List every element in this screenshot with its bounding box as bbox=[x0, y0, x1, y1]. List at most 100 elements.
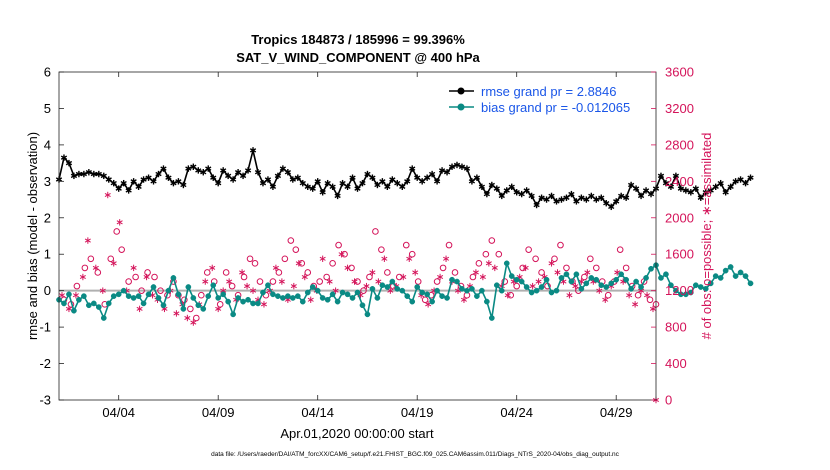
asterisk-stroke bbox=[220, 288, 227, 293]
rmse-point-stroke bbox=[90, 171, 97, 177]
obs-possible-point bbox=[451, 269, 459, 276]
obs-assimilated-point bbox=[99, 287, 106, 294]
bias-point bbox=[513, 276, 520, 283]
asterisk-stroke bbox=[326, 279, 333, 284]
rmse-point bbox=[239, 172, 247, 180]
bias-point bbox=[429, 298, 435, 305]
x-axis-label: Apr.01,2020 00:00:00 start bbox=[280, 426, 434, 441]
rmse-point-stroke bbox=[100, 173, 107, 179]
obs-assimilated-point bbox=[215, 305, 222, 313]
asterisk-stroke bbox=[614, 270, 621, 275]
bias-point bbox=[185, 284, 192, 290]
bias-point bbox=[319, 295, 326, 301]
rmse-point-stroke bbox=[627, 182, 635, 188]
obs-assimilated-point bbox=[84, 237, 91, 244]
rmse-point bbox=[503, 187, 510, 194]
asterisk-stroke bbox=[136, 306, 143, 311]
y-right-tick-label: 1600 bbox=[665, 247, 694, 262]
y-tick-label: 4 bbox=[44, 137, 51, 152]
asterisk-stroke bbox=[381, 256, 388, 261]
rmse-point-stroke bbox=[334, 193, 341, 199]
obs-assimilated-point bbox=[338, 251, 345, 258]
asterisk-stroke bbox=[301, 274, 308, 280]
rmse-point bbox=[349, 174, 356, 181]
rmse-point bbox=[369, 174, 376, 181]
obs-assimilated-point bbox=[92, 264, 99, 272]
bias-point bbox=[215, 295, 222, 301]
rmse-point-stroke bbox=[419, 179, 426, 184]
obs-possible-point bbox=[563, 264, 570, 272]
rmse-point bbox=[389, 176, 396, 183]
y-tick-label: 1 bbox=[44, 247, 51, 262]
rmse-point bbox=[478, 183, 486, 190]
bias-point bbox=[150, 284, 157, 290]
obs-possible-point bbox=[87, 255, 95, 263]
rmse-point-stroke bbox=[478, 184, 486, 190]
rmse-point bbox=[632, 185, 640, 192]
rmse-point-stroke bbox=[438, 168, 446, 173]
bias-point bbox=[518, 278, 525, 285]
obs-assimilated-point bbox=[260, 301, 268, 308]
rmse-point-stroke bbox=[727, 184, 734, 190]
rmse-point-stroke bbox=[374, 182, 381, 188]
obs-possible-point bbox=[281, 255, 289, 263]
obs-assimilated-point bbox=[363, 282, 370, 290]
bias-point bbox=[339, 289, 346, 296]
chart-subtitle: SAT_V_WIND_COMPONENT @ 400 hPa bbox=[236, 50, 480, 65]
rmse-point-stroke bbox=[697, 195, 704, 200]
obs-possible-point bbox=[488, 237, 496, 244]
asterisk-stroke bbox=[72, 293, 79, 298]
bias-point bbox=[747, 280, 754, 287]
rmse-point bbox=[65, 159, 73, 167]
bias-point bbox=[125, 293, 132, 299]
obs-possible-point bbox=[348, 264, 355, 272]
bias-point bbox=[523, 284, 530, 290]
rmse-point bbox=[150, 178, 157, 185]
rmse-point bbox=[95, 170, 102, 178]
asterisk-stroke bbox=[226, 279, 233, 284]
rmse-point-stroke bbox=[105, 177, 112, 182]
obs-possible-point bbox=[439, 264, 447, 272]
rmse-point-stroke bbox=[180, 182, 187, 188]
rmse-point bbox=[657, 172, 665, 180]
asterisk-stroke bbox=[649, 306, 657, 311]
bias-point bbox=[379, 282, 386, 289]
asterisk-stroke bbox=[522, 265, 529, 270]
obs-assimilated-point bbox=[443, 255, 450, 262]
obs-assimilated-point bbox=[351, 278, 358, 285]
asterisk-stroke bbox=[338, 252, 345, 257]
bias-point bbox=[439, 293, 445, 299]
rmse-point-stroke bbox=[632, 186, 640, 191]
rmse-point bbox=[573, 198, 580, 205]
rmse-point-stroke bbox=[80, 171, 88, 177]
rmse-point-stroke bbox=[125, 188, 132, 193]
rmse-point-stroke bbox=[468, 179, 476, 184]
bias-point bbox=[737, 269, 744, 276]
rmse-point-stroke bbox=[657, 173, 665, 179]
obs-possible-point bbox=[94, 269, 102, 276]
bias-point bbox=[573, 271, 580, 278]
rmse-point bbox=[200, 169, 207, 176]
obs-assimilated-point bbox=[412, 269, 419, 276]
obs-assimilated-point bbox=[535, 278, 542, 285]
rmse-point bbox=[294, 174, 301, 181]
rmse-point-stroke bbox=[613, 199, 620, 204]
obs-assimilated-point bbox=[307, 296, 314, 303]
bias-point bbox=[135, 293, 142, 299]
rmse-point bbox=[687, 189, 694, 196]
rmse-point-stroke bbox=[543, 197, 550, 202]
rmse-point-stroke bbox=[115, 186, 122, 191]
bias-point bbox=[309, 284, 316, 290]
asterisk-stroke bbox=[466, 284, 473, 289]
rmse-point bbox=[234, 169, 242, 176]
asterisk-stroke bbox=[529, 284, 536, 289]
asterisk-stroke bbox=[400, 274, 407, 280]
rmse-point bbox=[185, 165, 192, 172]
rmse-point-stroke bbox=[702, 190, 709, 195]
obs-assimilated-point bbox=[548, 260, 555, 267]
rmse-point bbox=[100, 172, 107, 180]
rmse-point bbox=[279, 165, 287, 172]
rmse-point bbox=[463, 165, 471, 172]
obs-possible-point bbox=[138, 287, 145, 294]
rmse-point-stroke bbox=[195, 168, 202, 173]
